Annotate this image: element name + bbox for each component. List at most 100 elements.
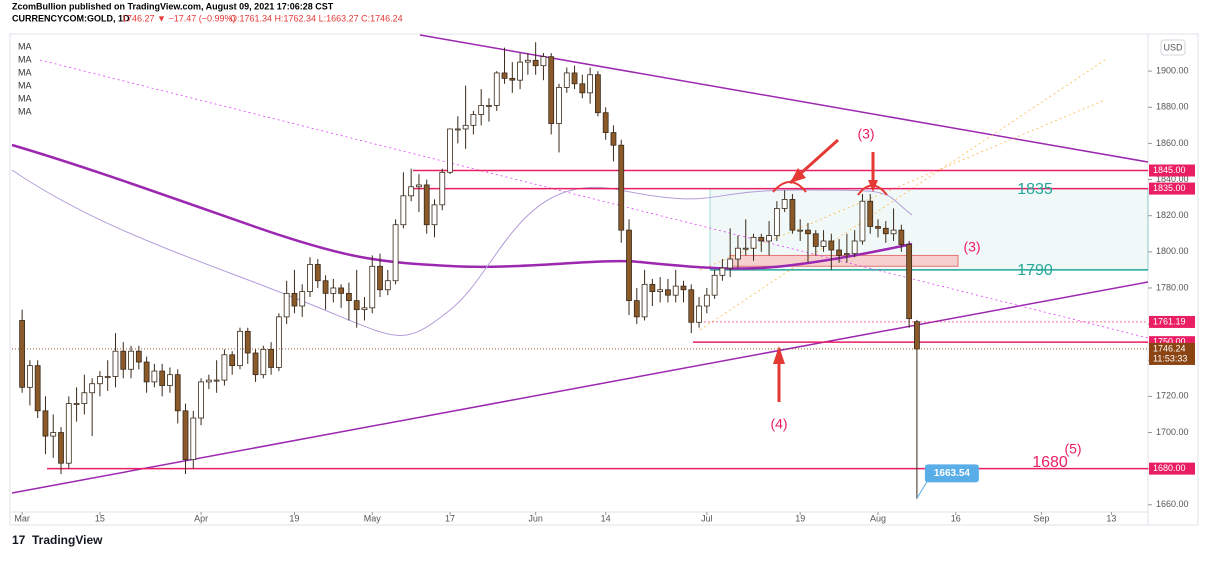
candle-body	[735, 247, 741, 260]
candle-body	[649, 283, 656, 292]
candle-body	[167, 374, 173, 386]
price-level-tag	[1149, 315, 1195, 328]
candle-body	[812, 233, 819, 247]
y-tick-label: 1860.00	[1156, 138, 1189, 148]
y-tick-label: 1900.00	[1156, 66, 1189, 76]
y-tick-label: 1700.00	[1156, 427, 1189, 437]
y-tick-label: 1840.00	[1156, 174, 1189, 184]
candle-body	[789, 199, 796, 231]
candle-body	[501, 72, 508, 79]
currency: USD	[1163, 42, 1183, 52]
candle-body	[680, 285, 687, 291]
candle-body	[392, 224, 399, 282]
candle-body	[143, 361, 150, 383]
candle-body	[322, 280, 329, 294]
channel-line	[699, 59, 1106, 331]
candle-body	[19, 320, 26, 388]
candle-body	[657, 289, 664, 292]
candle-body	[641, 283, 648, 318]
candle-body	[353, 300, 360, 311]
indicator-label: MA	[18, 93, 32, 103]
candle-body	[626, 229, 632, 302]
candle-body	[843, 253, 850, 256]
annotation: 1790	[1017, 262, 1053, 279]
candle-body	[58, 432, 64, 464]
panel-border	[9, 33, 1199, 526]
annotation: (3)	[963, 239, 980, 255]
candle-body	[369, 265, 376, 309]
candle-body	[182, 410, 189, 461]
candle-body	[875, 226, 881, 229]
candle-body	[97, 376, 103, 385]
candle-body	[906, 244, 913, 320]
y-tick-label: 1800.00	[1156, 246, 1189, 256]
candle-body	[81, 392, 88, 404]
candle-body	[882, 227, 889, 235]
candle-body	[781, 199, 788, 209]
candle-body	[556, 86, 562, 124]
candle-body	[299, 291, 306, 307]
peak-arc	[857, 184, 888, 196]
candle-body	[112, 350, 119, 377]
candle-body	[859, 200, 866, 242]
publisher: ZcomBullion published on TradingView.com…	[12, 1, 334, 11]
candle-body	[509, 77, 516, 81]
x-tick-label: May	[364, 513, 382, 523]
candle-body	[758, 236, 765, 242]
x-tick-label: 19	[795, 513, 805, 523]
candle-body	[828, 240, 835, 251]
currency-box	[1160, 39, 1186, 56]
candle-body	[314, 264, 321, 282]
candle-body	[221, 354, 228, 381]
indicator-label: MA	[18, 106, 32, 116]
candle-body	[42, 410, 49, 437]
candle-body	[159, 370, 166, 386]
moving-average	[11, 169, 913, 336]
candle-body	[727, 258, 734, 269]
candle-body	[618, 144, 625, 231]
indicator-label: MA	[18, 80, 32, 90]
candle-body	[439, 171, 446, 206]
candle-body	[579, 83, 586, 94]
last-price-tag	[1149, 342, 1195, 365]
trendline	[11, 281, 1149, 494]
peak-arc	[772, 181, 807, 193]
candle-body	[213, 379, 220, 382]
x-tick-label: Jul	[701, 513, 713, 523]
candle-body	[416, 184, 422, 188]
arrowhead	[773, 346, 785, 364]
trendline	[39, 59, 1149, 339]
y-tick-label: 1660.00	[1156, 499, 1189, 509]
candle-body	[587, 74, 594, 94]
annotation: (3)	[857, 126, 874, 142]
candle-body	[836, 249, 842, 256]
trendline	[419, 34, 1149, 163]
brand-logo: 17	[12, 533, 26, 547]
candle-body	[633, 300, 640, 318]
candle-body	[914, 321, 920, 350]
annotation: 1680	[1032, 454, 1068, 471]
candle-body	[890, 229, 897, 235]
candle-body	[773, 208, 780, 236]
candle-body	[346, 292, 352, 302]
candle-body	[205, 379, 212, 383]
candle-body	[237, 330, 243, 367]
moving-average	[11, 143, 913, 270]
y-tick-label: 1880.00	[1156, 102, 1189, 112]
x-tick-label: 15	[95, 513, 105, 523]
x-tick-label: Mar	[14, 513, 30, 523]
candle-body	[766, 235, 772, 242]
candle-body	[190, 417, 197, 461]
candle-body	[198, 381, 204, 419]
candle-body	[283, 292, 290, 318]
channel-line	[699, 99, 1106, 271]
candle-body	[65, 403, 72, 464]
price-level-label: 1761.19	[1153, 316, 1186, 326]
candle-body	[898, 229, 905, 245]
candle-body	[50, 432, 57, 437]
countdown: 11:53:33	[1153, 353, 1187, 363]
price-level-tag	[1149, 164, 1195, 177]
brand: TradingView	[32, 533, 103, 547]
candle-body	[517, 61, 523, 81]
candle-body	[151, 370, 158, 383]
